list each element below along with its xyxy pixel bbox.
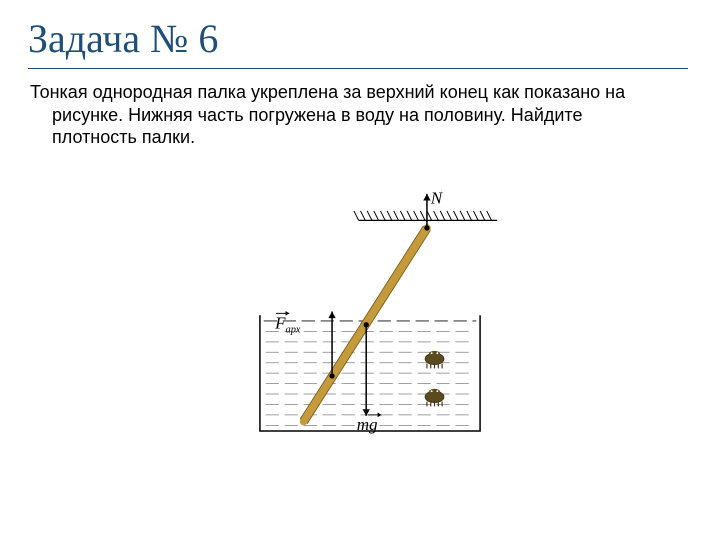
- ceiling-hatch: [380, 211, 385, 220]
- ceiling-hatch: [454, 211, 459, 220]
- ceiling-hatch: [434, 211, 439, 220]
- fish-icon: [425, 351, 444, 369]
- vector-F-origin-dot: [329, 373, 334, 378]
- fish-icon: [425, 389, 444, 407]
- ceiling-hatch: [361, 211, 366, 220]
- vector-N-origin-dot: [424, 225, 429, 230]
- ceiling-hatch: [407, 211, 412, 220]
- stick-edge: [307, 230, 430, 424]
- diagram-svg: N Fарх mg: [210, 190, 530, 450]
- ceiling-hatch: [447, 211, 452, 220]
- ceiling-hatch: [367, 211, 372, 220]
- vector-F-head: [328, 311, 335, 318]
- ceiling-hatch: [394, 211, 399, 220]
- diagram-figure: N Fарх mg: [210, 190, 530, 460]
- ceiling-hatch: [460, 211, 465, 220]
- ceiling-hatch: [414, 211, 419, 220]
- vector-mg-origin-dot: [364, 322, 369, 327]
- ceiling-hatch: [467, 211, 472, 220]
- svg-text:F: F: [274, 314, 286, 333]
- svg-text:N: N: [430, 190, 444, 207]
- svg-text:арх: арх: [286, 324, 301, 335]
- ceiling-hatch: [354, 211, 359, 220]
- svg-text:g: g: [369, 415, 378, 434]
- ceiling-hatch: [387, 211, 392, 220]
- ceiling-hatch: [473, 211, 478, 220]
- ceiling-hatch: [480, 211, 485, 220]
- ceiling-hatch: [400, 211, 405, 220]
- problem-text: Тонкая однородная палка укреплена за вер…: [30, 81, 672, 149]
- problem-statement: Тонкая однородная палка укреплена за вер…: [30, 81, 672, 149]
- page-title: Задача № 6: [28, 16, 692, 62]
- ceiling-hatch: [440, 211, 445, 220]
- ceiling-hatch: [487, 211, 492, 220]
- ceiling-hatch: [420, 211, 425, 220]
- ceiling-hatch: [374, 211, 379, 220]
- svg-text:m: m: [357, 415, 369, 434]
- title-underline: [28, 68, 688, 69]
- vector-N-head: [423, 194, 430, 201]
- stick-edge: [300, 226, 423, 420]
- label-F: Fарх: [274, 311, 301, 335]
- label-N: N: [430, 190, 445, 207]
